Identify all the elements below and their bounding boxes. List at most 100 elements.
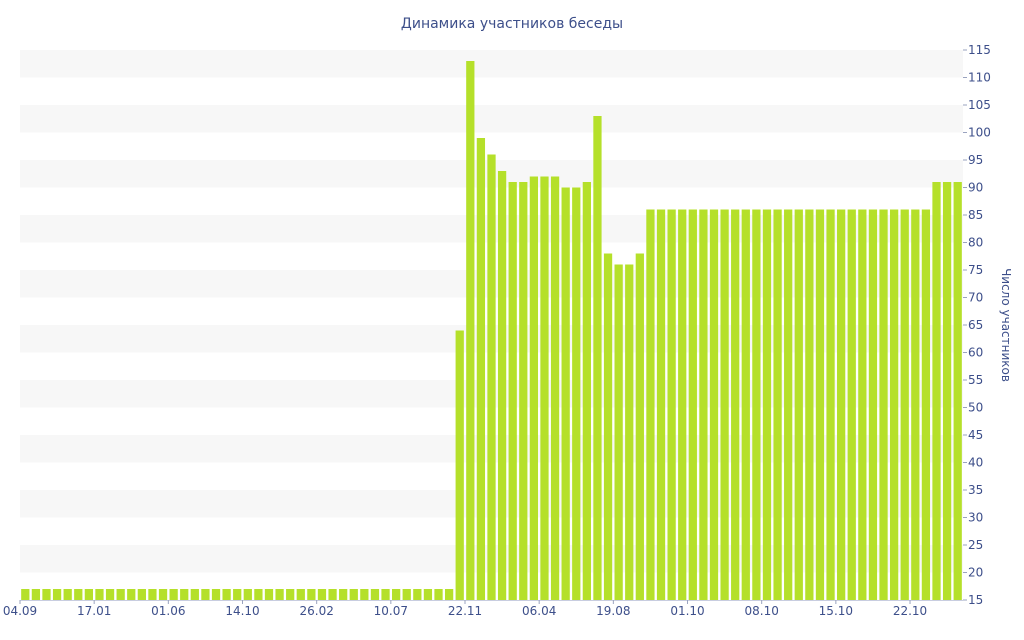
bar	[307, 589, 316, 600]
bar	[211, 589, 221, 600]
bar	[794, 209, 803, 600]
bar	[561, 187, 570, 600]
bar	[233, 589, 242, 600]
bar	[731, 209, 740, 600]
bar	[466, 61, 475, 600]
y-tick-label: 15	[968, 593, 983, 607]
bar	[667, 209, 676, 600]
bar	[572, 187, 581, 600]
y-tick-label: 65	[968, 318, 983, 332]
y-tick-label: 30	[968, 511, 983, 525]
bar	[105, 589, 115, 600]
x-tick-label: 04.09	[3, 604, 37, 618]
bar	[709, 209, 719, 600]
bar	[593, 116, 602, 600]
y-tick-label: 105	[968, 98, 991, 112]
bar	[646, 209, 655, 600]
bar	[95, 589, 104, 600]
y-tick-label: 90	[968, 181, 983, 195]
bars-group	[21, 61, 962, 600]
bar	[455, 330, 464, 600]
x-tick-label: 06.04	[522, 604, 556, 618]
bar	[868, 209, 878, 600]
bar	[84, 589, 93, 600]
bar	[678, 209, 687, 600]
bar	[942, 182, 952, 600]
x-tick-label: 17.01	[77, 604, 111, 618]
y-tick-label: 40	[968, 456, 983, 470]
bar	[879, 209, 888, 600]
bar	[116, 589, 125, 600]
bar	[582, 182, 591, 600]
bar	[837, 209, 846, 600]
bar	[180, 589, 189, 600]
bar	[190, 589, 199, 600]
bar	[921, 209, 931, 600]
bar	[752, 209, 761, 600]
chart-title: Динамика участников беседы	[401, 16, 623, 32]
bar	[413, 589, 422, 600]
y-axis-label: Число участников	[999, 268, 1013, 382]
bar	[360, 589, 369, 600]
bar	[74, 589, 83, 600]
bar	[635, 253, 644, 600]
x-tick-label: 15.10	[819, 604, 853, 618]
bar	[52, 589, 62, 600]
y-tick-label: 25	[968, 538, 983, 552]
bar	[392, 589, 401, 600]
x-tick-label: 08.10	[745, 604, 779, 618]
y-tick-label: 95	[968, 153, 983, 167]
grid-band	[20, 105, 963, 133]
bar	[540, 176, 549, 600]
bar	[476, 138, 486, 600]
bar	[434, 589, 443, 600]
bar	[137, 589, 146, 600]
x-tick-label: 14.10	[225, 604, 259, 618]
x-tick-label: 01.06	[151, 604, 185, 618]
bar	[699, 209, 708, 600]
bar	[625, 264, 634, 600]
bar	[148, 589, 157, 600]
y-axis-ticks: 15 20 25 30 35 40 45 50 55 60 65 70 75 80 85 90 95 100 105…	[963, 43, 991, 607]
y-tick-label: 110	[968, 71, 991, 85]
bar	[487, 154, 496, 600]
bar	[805, 209, 814, 600]
bar	[497, 171, 507, 600]
x-tick-label: 01.10	[670, 604, 704, 618]
bar	[519, 182, 528, 600]
y-tick-label: 100	[968, 126, 991, 140]
bar	[286, 589, 295, 600]
bar	[953, 182, 962, 600]
bar	[275, 589, 284, 600]
bar	[444, 589, 454, 600]
bar	[529, 176, 539, 600]
y-tick-label: 115	[968, 43, 991, 57]
bar	[688, 209, 697, 600]
y-tick-label: 80	[968, 236, 983, 250]
bar	[222, 589, 231, 600]
bar	[158, 589, 168, 600]
bar	[63, 589, 72, 600]
bar	[127, 589, 136, 600]
bar	[741, 209, 750, 600]
bar	[858, 209, 867, 600]
bar	[784, 209, 793, 600]
bar	[31, 589, 41, 600]
x-tick-label: 22.10	[893, 604, 927, 618]
bar	[720, 209, 729, 600]
bar	[847, 209, 856, 600]
x-tick-label: 19.08	[596, 604, 630, 618]
bar	[201, 589, 210, 600]
bar	[890, 209, 899, 600]
y-tick-label: 85	[968, 208, 983, 222]
x-axis-ticks: 04.09 17.01 01.06 14.10 26.02 10.07 22.11 06.04…	[3, 600, 963, 618]
bar	[762, 209, 772, 600]
x-tick-label: 26.02	[299, 604, 333, 618]
bar	[550, 176, 560, 600]
bar	[254, 589, 263, 600]
y-tick-label: 70	[968, 291, 983, 305]
bar	[423, 589, 433, 600]
bar	[169, 589, 178, 600]
bar	[328, 589, 337, 600]
